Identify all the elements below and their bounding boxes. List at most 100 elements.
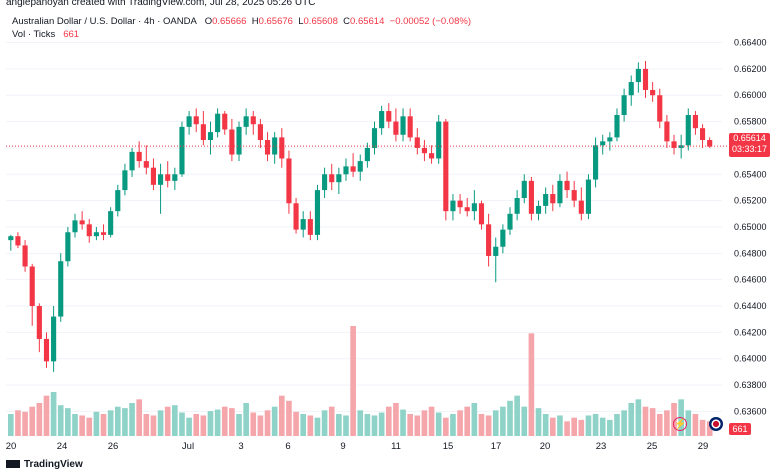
candle-body xyxy=(514,197,520,214)
candle-body xyxy=(165,174,171,181)
volume-bar xyxy=(578,419,585,436)
candle-body xyxy=(72,220,78,233)
volume-bar xyxy=(72,414,78,436)
volume-bar xyxy=(500,406,506,436)
x-tick-label: 11 xyxy=(391,441,401,452)
volume-bar xyxy=(286,400,292,436)
candle-body xyxy=(621,95,627,115)
x-tick-label: 24 xyxy=(57,441,68,452)
volume-bar xyxy=(200,415,207,436)
y-tick-label: 0.64200 xyxy=(734,327,767,337)
candle-body xyxy=(293,203,299,230)
volume-bar xyxy=(443,417,449,436)
volume-bar xyxy=(314,417,321,436)
volume-bar xyxy=(150,415,157,436)
volume-bar xyxy=(293,411,299,436)
volume-bar xyxy=(656,414,663,436)
volume-bar xyxy=(450,414,456,436)
candle-body xyxy=(664,121,670,142)
y-tick-label: 0.66400 xyxy=(734,38,767,48)
volume-bar xyxy=(571,417,578,436)
volume-bar xyxy=(628,403,635,436)
volume-bar xyxy=(564,421,570,436)
volume-bar xyxy=(414,415,421,436)
volume-bar xyxy=(278,395,285,436)
volume-bar xyxy=(264,410,271,436)
candle-body xyxy=(699,128,706,141)
x-tick-label: 25 xyxy=(647,441,658,452)
brand-name: TradingView xyxy=(24,459,83,470)
volume-bar xyxy=(457,410,463,436)
us-flag-icon[interactable] xyxy=(709,417,723,431)
candle-body xyxy=(692,114,698,129)
high-label: H xyxy=(251,16,259,27)
volume-bar xyxy=(164,406,171,436)
volume-bar xyxy=(250,412,257,436)
volume-bar xyxy=(122,408,128,436)
candle-body xyxy=(129,151,135,171)
candle-body xyxy=(343,166,349,175)
candle-body xyxy=(642,68,649,90)
volume-bar xyxy=(43,395,50,436)
volume-value: 661 xyxy=(63,29,80,40)
y-tick-label: 0.66000 xyxy=(734,90,767,100)
candle-body xyxy=(79,220,85,225)
candle-body xyxy=(628,82,634,96)
candle-body xyxy=(100,232,107,235)
y-tick-label: 0.64800 xyxy=(734,248,767,258)
candle-body xyxy=(29,266,35,307)
candle-body xyxy=(250,116,256,125)
volume-bar xyxy=(22,411,28,436)
volume-bar xyxy=(193,414,200,436)
candle-body xyxy=(229,129,235,155)
volume-bar xyxy=(300,414,307,436)
candle-body xyxy=(115,190,121,212)
candle-body xyxy=(585,179,592,214)
y-tick-label: 0.65400 xyxy=(734,169,767,179)
tradingview-logo[interactable]: TradingView xyxy=(6,459,83,470)
volume-bar xyxy=(557,415,563,436)
candle-body xyxy=(543,194,549,206)
candle-body xyxy=(58,261,64,317)
candle-body xyxy=(428,153,435,159)
y-tick-label: 0.64400 xyxy=(734,301,767,311)
candle-body xyxy=(336,174,342,183)
last-price-tag: 0.65614 03:33:17 xyxy=(729,133,770,157)
y-tick-label: 0.65800 xyxy=(734,117,767,127)
y-tick-label: 0.64000 xyxy=(734,354,767,364)
x-tick-label: 17 xyxy=(491,441,502,452)
candle-body xyxy=(86,224,92,237)
volume-bar xyxy=(528,333,535,436)
volume-bar xyxy=(485,415,492,436)
candle-body xyxy=(635,68,641,83)
candle-body xyxy=(407,116,413,138)
volume-bar xyxy=(614,414,620,436)
volume-bar xyxy=(214,409,221,436)
volume-bar xyxy=(621,410,627,436)
candle-body xyxy=(136,151,142,162)
volume-bar xyxy=(507,400,513,436)
candle-body xyxy=(414,137,420,148)
volume-label[interactable]: Vol · Ticks xyxy=(12,29,56,40)
symbol-name[interactable]: Australian Dollar / U.S. Dollar · 4h · O… xyxy=(12,16,197,27)
volume-bar xyxy=(8,414,14,436)
volume-bar xyxy=(599,417,606,436)
candle-body xyxy=(357,161,363,172)
candle-body xyxy=(421,147,427,154)
candle-body xyxy=(272,137,278,155)
volume-legend: Vol · Ticks 661 xyxy=(12,29,79,40)
candle-body xyxy=(678,145,684,148)
volume-bar xyxy=(243,403,249,436)
candle-body xyxy=(150,167,157,185)
volume-bar xyxy=(207,411,214,436)
lightning-icon[interactable]: ⚡ xyxy=(673,417,687,431)
candle-body xyxy=(471,203,477,212)
volume-bar xyxy=(36,403,43,436)
candle-body xyxy=(535,205,542,214)
volume-bar xyxy=(93,411,100,436)
volume-bar xyxy=(328,406,335,436)
candle-body xyxy=(22,245,28,267)
volume-bar xyxy=(385,406,392,436)
x-tick-label: 6 xyxy=(285,441,290,452)
